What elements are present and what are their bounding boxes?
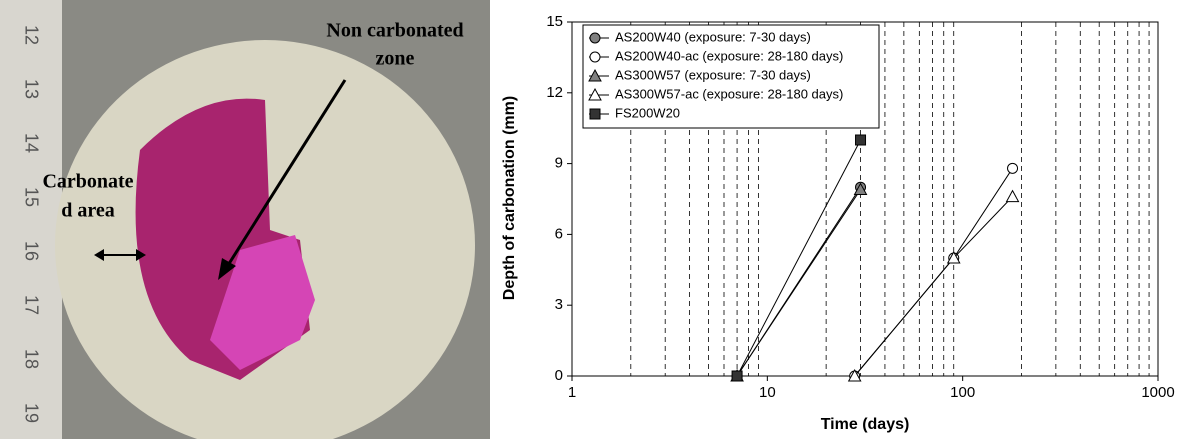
ruler-label: 16 — [21, 241, 41, 261]
point — [946, 250, 961, 264]
series-line — [736, 139, 861, 377]
x-tick-label: 100 — [950, 384, 975, 401]
point — [853, 182, 868, 196]
y-tick-label: 6 — [555, 225, 563, 242]
legend-label: AS200W40 (exposure: 7-30 days) — [615, 29, 811, 44]
point — [731, 370, 743, 382]
legend-label: AS300W57-ac (exposure: 28-180 days) — [615, 86, 843, 101]
point — [1007, 162, 1019, 174]
y-tick-label: 15 — [546, 13, 563, 30]
x-tick-label: 10 — [759, 384, 776, 401]
ruler-label: 15 — [21, 187, 41, 207]
chart: Depth of carbonation (mm) Time (days) 1 1… — [501, 13, 1174, 433]
annotation: Carbonate — [42, 171, 133, 193]
legend-box — [582, 24, 880, 129]
point — [855, 134, 867, 146]
pink-zone — [210, 235, 315, 370]
legend-label: FS200W20 — [615, 105, 680, 120]
series-line — [854, 168, 1013, 377]
legend-marker — [589, 108, 601, 120]
ruler-label: 19 — [21, 403, 41, 423]
y-tick-label: 9 — [555, 155, 563, 172]
legend-marker — [589, 32, 601, 44]
plot-frame — [571, 21, 1159, 377]
photo: 12 13 14 15 16 17 18 19 Non carbonated zone Car… — [0, 0, 490, 439]
ruler-label: 13 — [21, 79, 41, 99]
ruler — [0, 0, 62, 439]
legend-label: AS200W40-ac (exposure: 28-180 days) — [615, 48, 843, 63]
ruler-label: 12 — [21, 25, 41, 45]
legend-marker — [588, 87, 602, 101]
legend-marker — [588, 68, 602, 82]
ruler-label: 14 — [21, 133, 41, 153]
x-tick-label: 1000 — [1141, 384, 1174, 401]
y-axis-title: Depth of carbonation (mm) — [501, 96, 518, 300]
series-line — [854, 196, 1013, 377]
y-tick-label: 12 — [546, 84, 563, 101]
annotation: zone — [376, 48, 415, 70]
legend-marker — [589, 51, 601, 63]
x-axis-title: Time (days) — [821, 416, 910, 433]
arrow-head — [218, 258, 236, 280]
annotation: Non carbonated — [326, 20, 463, 42]
legend-label: AS300W57 (exposure: 7-30 days) — [615, 67, 811, 82]
y-tick-label: 0 — [555, 367, 563, 384]
point — [847, 368, 862, 382]
y-tick-label: 3 — [555, 296, 563, 313]
annotation: d area — [61, 200, 115, 222]
point — [1005, 189, 1020, 203]
x-tick-label: 1 — [568, 384, 576, 401]
arrow — [223, 79, 347, 271]
series-line — [736, 189, 861, 377]
ruler-labels: 12 13 14 15 16 17 18 19 — [21, 25, 41, 423]
ruler-label: 18 — [21, 349, 41, 369]
ruler-label: 17 — [21, 295, 41, 315]
